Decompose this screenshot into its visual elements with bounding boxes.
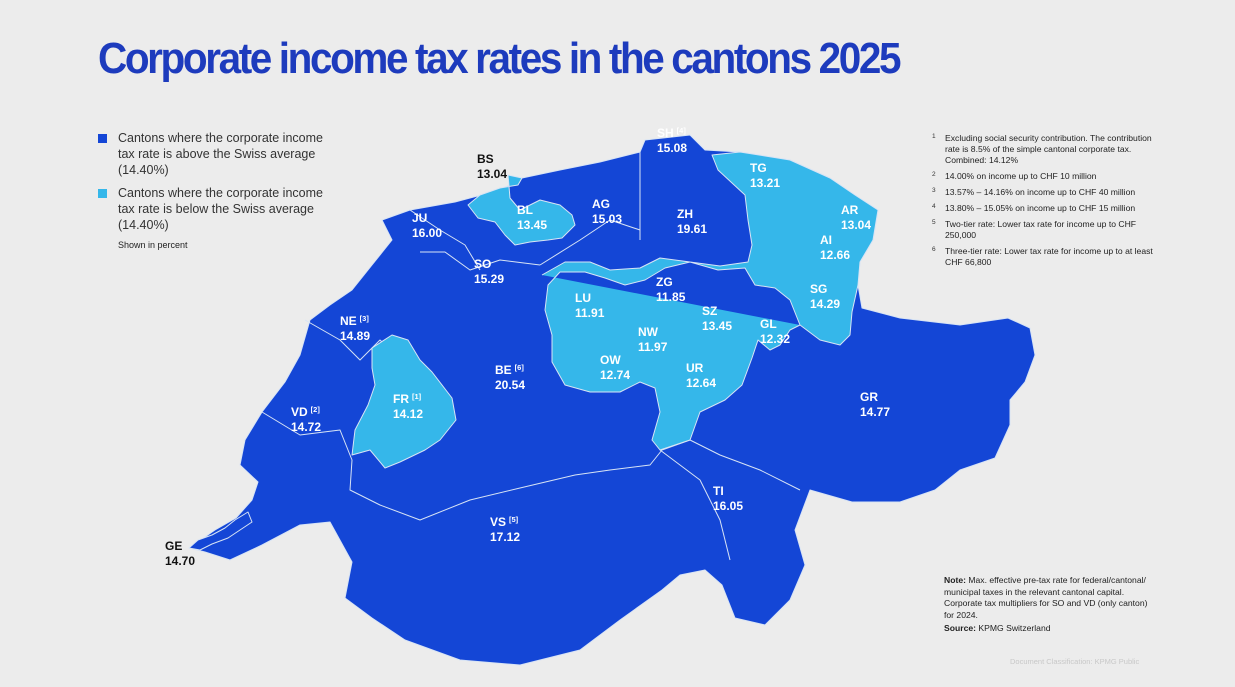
- canton-rate-vs: 17.12: [490, 530, 520, 544]
- note-text: Max. effective pre-tax rate for federal/…: [944, 575, 1148, 620]
- canton-footnote-sh: [4]: [677, 126, 687, 135]
- canton-label-bs: BS: [477, 152, 494, 166]
- legend-swatch-below: [98, 189, 107, 198]
- map-source: Source: KPMG Switzerland: [944, 623, 1051, 633]
- canton-label-gl: GL: [760, 317, 777, 331]
- legend-item-below: Cantons where the corporate income tax r…: [98, 185, 338, 233]
- canton-shape-fr: [351, 334, 457, 469]
- canton-label-bl: BL: [517, 203, 533, 217]
- unit-note: Shown in percent: [118, 240, 188, 250]
- canton-rate-nw: 11.97: [638, 340, 668, 354]
- canton-label-lu: LU: [575, 291, 591, 305]
- canton-label-ur: UR: [686, 361, 704, 375]
- canton-label-nw: NW: [638, 325, 659, 339]
- canton-rate-sg: 14.29: [810, 297, 840, 311]
- footnote-num-4: 4: [932, 203, 936, 210]
- canton-rate-ow: 12.74: [600, 368, 630, 382]
- footnote-3: 3 13.57% – 14.16% on income up to CHF 40 …: [932, 187, 1154, 198]
- footnote-num-2: 2: [932, 171, 936, 178]
- canton-rate-bl: 13.45: [517, 218, 547, 232]
- legend-item-above: Cantons where the corporate income tax r…: [98, 130, 338, 178]
- footnote-text-6: Three-tier rate: Lower tax rate for inco…: [945, 246, 1153, 267]
- canton-rate-sh: 15.08: [657, 141, 687, 155]
- canton-shape-central: [541, 151, 879, 451]
- canton-footnote-ne: [3]: [360, 314, 370, 323]
- canton-rate-vd: 14.72: [291, 420, 321, 434]
- canton-rate-fr: 14.12: [393, 407, 423, 421]
- canton-label-ar: AR: [841, 203, 859, 217]
- canton-rate-sz: 13.45: [702, 319, 732, 333]
- canton-rate-ar: 13.04: [841, 218, 871, 232]
- canton-label-gr: GR: [860, 390, 878, 404]
- footnote-text-5: Two-tier rate: Lower tax rate for income…: [945, 219, 1137, 240]
- canton-rate-be: 20.54: [495, 378, 525, 392]
- canton-rate-ge: 14.70: [165, 554, 195, 568]
- canton-label-sz: SZ: [702, 304, 717, 318]
- canton-label-zg: ZG: [656, 275, 673, 289]
- canton-rate-bs: 13.04: [477, 167, 507, 181]
- canton-label-sg: SG: [810, 282, 827, 296]
- footnote-text-2: 14.00% on income up to CHF 10 million: [945, 171, 1097, 181]
- document-classification: Document Classification: KPMG Public: [1010, 657, 1140, 666]
- footnote-6: 6 Three-tier rate: Lower tax rate for inc…: [932, 246, 1154, 268]
- source-text: KPMG Switzerland: [978, 623, 1051, 633]
- canton-label-zh: ZH: [677, 207, 693, 221]
- canton-shape-ge: [188, 511, 253, 551]
- canton-rate-ti: 16.05: [713, 499, 743, 513]
- page-title: Corporate income tax rates in the canton…: [98, 34, 901, 83]
- canton-footnote-be: [6]: [515, 363, 525, 372]
- canton-rate-zg: 11.85: [656, 290, 686, 304]
- canton-rate-ur: 12.64: [686, 376, 716, 390]
- canton-borders: [261, 152, 801, 561]
- canton-rate-tg: 13.21: [750, 176, 780, 190]
- footnote-num-6: 6: [932, 246, 936, 253]
- canton-label-tg: TG: [750, 161, 767, 175]
- note-label: Note:: [944, 575, 966, 585]
- canton-label-ag: AG: [592, 197, 610, 211]
- map-note: Note: Max. effective pre-tax rate for fe…: [944, 575, 1159, 621]
- canton-rate-ag: 15.03: [592, 212, 622, 226]
- canton-label-ai: AI: [820, 233, 832, 247]
- legend-label-below: Cantons where the corporate income tax r…: [118, 186, 323, 232]
- legend-label-above: Cantons where the corporate income tax r…: [118, 131, 323, 177]
- canton-rate-ai: 12.66: [820, 248, 850, 262]
- legend-swatch-above: [98, 134, 107, 143]
- canton-footnote-vs: [5]: [509, 515, 519, 524]
- footnote-num-3: 3: [932, 187, 936, 194]
- canton-footnote-fr: [1]: [412, 392, 422, 401]
- canton-label-so: SO: [474, 257, 491, 271]
- canton-rate-zh: 19.61: [677, 222, 707, 236]
- footnote-text-1: Excluding social security contribution. …: [945, 133, 1152, 165]
- canton-rate-ne: 14.89: [340, 329, 370, 343]
- source-label: Source:: [944, 623, 976, 633]
- footnote-text-3: 13.57% – 14.16% on income up to CHF 40 m…: [945, 187, 1136, 197]
- legend: Cantons where the corporate income tax r…: [98, 130, 338, 250]
- canton-label-ju: JU: [412, 211, 427, 225]
- footnote-1: 1 Excluding social security contribution.…: [932, 133, 1154, 166]
- canton-rate-so: 15.29: [474, 272, 504, 286]
- canton-rate-ju: 16.00: [412, 226, 442, 240]
- canton-label-ti: TI: [713, 484, 724, 498]
- footnote-4: 4 13.80% – 15.05% on income up to CHF 15 …: [932, 203, 1154, 214]
- canton-rate-lu: 11.91: [575, 306, 605, 320]
- footnote-num-1: 1: [932, 133, 936, 140]
- footnote-2: 2 14.00% on income up to CHF 10 million: [932, 171, 1154, 182]
- canton-rate-gr: 14.77: [860, 405, 890, 419]
- canton-shape-bl-bs: [467, 174, 576, 246]
- canton-label-ow: OW: [600, 353, 621, 367]
- footnotes: 1 Excluding social security contribution.…: [932, 133, 1154, 273]
- canton-label-ge: GE: [165, 539, 182, 553]
- canton-footnote-vd: [2]: [311, 405, 321, 414]
- canton-rate-gl: 12.32: [760, 332, 790, 346]
- footnote-5: 5 Two-tier rate: Lower tax rate for incom…: [932, 219, 1154, 241]
- footnote-num-5: 5: [932, 219, 936, 226]
- footnote-text-4: 13.80% – 15.05% on income up to CHF 15 m…: [945, 203, 1136, 213]
